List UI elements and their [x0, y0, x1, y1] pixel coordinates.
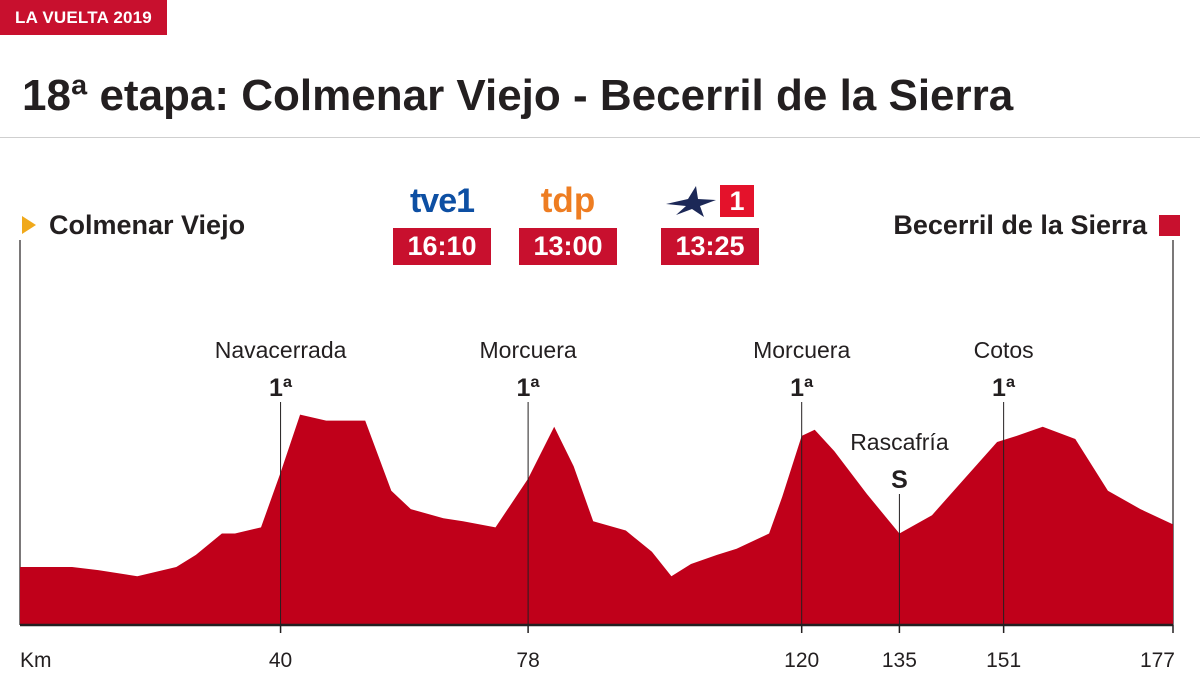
start-location: Colmenar Viejo: [22, 210, 245, 240]
km-ticks: 40 78 120 135 151 177: [269, 625, 1175, 672]
broadcast-tve1: tve1 16:10: [393, 182, 491, 265]
climb-category: 1ª: [992, 374, 1016, 402]
eurosport-logo-text: 1: [720, 185, 754, 217]
eurosport-star-icon: [666, 186, 716, 217]
km-tick-label: 120: [784, 649, 819, 672]
km-tick-label: 151: [986, 649, 1021, 672]
title-divider: [0, 137, 1200, 138]
climb-category: 1ª: [269, 374, 293, 402]
broadcast-tdp: tdp 13:00: [519, 181, 617, 265]
broadcast-time: 13:25: [661, 228, 759, 265]
climb-name: Rascafría: [850, 429, 949, 455]
tve1-logo-text: tve1: [409, 181, 475, 220]
finish-location-label: Becerril de la Sierra: [893, 210, 1147, 240]
km-tick-label: 40: [269, 649, 292, 672]
broadcast-time: 16:10: [393, 228, 491, 265]
climb-category: 1ª: [517, 374, 541, 402]
eurosport-logo-icon: 1: [661, 182, 759, 220]
start-marker-icon: [22, 216, 36, 234]
climb-category: S: [891, 466, 908, 494]
elevation-profile: [20, 414, 1173, 625]
km-axis-label: Km: [20, 649, 52, 672]
km-tick-label: 177: [1140, 649, 1175, 672]
stage-title: 18ª etapa: Colmenar Viejo - Becerril de …: [22, 71, 1014, 120]
broadcast-eurosport: 1 13:25: [661, 182, 759, 265]
broadcast-time: 13:00: [519, 228, 617, 265]
finish-marker-icon: [1159, 214, 1180, 236]
climb-category: 1ª: [790, 374, 814, 402]
start-location-label: Colmenar Viejo: [49, 210, 246, 240]
tve1-logo-icon: tve1: [393, 182, 491, 220]
finish-location: Becerril de la Sierra: [893, 210, 1180, 240]
km-tick-label: 78: [516, 649, 539, 672]
climb-name: Morcuera: [480, 337, 577, 363]
tdp-logo-text: tdp: [540, 181, 596, 220]
competition-badge: LA VUELTA 2019: [0, 0, 167, 35]
climb-name: Morcuera: [753, 337, 850, 363]
climb-name: Cotos: [974, 337, 1034, 363]
tdp-logo-icon: tdp: [519, 181, 617, 220]
climb-markers: Navacerrada 1ª Morcuera 1ª Morcuera 1ª Rascafr…: [215, 337, 1034, 625]
km-tick-label: 135: [882, 649, 917, 672]
climb-name: Navacerrada: [215, 337, 347, 363]
